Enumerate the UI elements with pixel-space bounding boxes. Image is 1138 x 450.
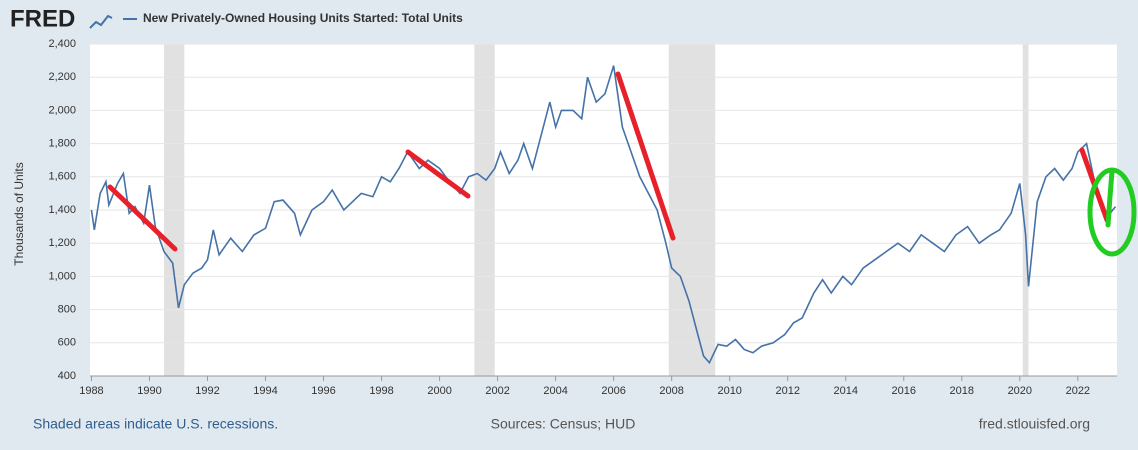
x-tick-label: 2016 xyxy=(892,385,916,397)
y-tick-label: 1,600 xyxy=(48,171,76,183)
x-tick-label: 1988 xyxy=(79,385,103,397)
logo[interactable]: FRED xyxy=(10,5,75,32)
y-tick-label: 1,400 xyxy=(48,204,76,216)
y-tick-label: 1,800 xyxy=(48,138,76,150)
y-tick-label: 1,200 xyxy=(48,237,76,249)
annotation-stroke xyxy=(1105,169,1115,228)
y-tick-label: 2,000 xyxy=(48,104,76,116)
annotations xyxy=(107,71,1137,257)
x-tick-label: 2002 xyxy=(485,385,509,397)
y-tick-label: 800 xyxy=(58,304,76,316)
x-tick-label: 1992 xyxy=(195,385,219,397)
series-line xyxy=(90,65,1117,365)
x-tick-label: 2012 xyxy=(775,385,799,397)
x-tick-label: 2018 xyxy=(950,385,974,397)
x-tick-label: 2010 xyxy=(717,385,741,397)
x-tick-label: 2022 xyxy=(1066,385,1090,397)
legend-label: New Privately-Owned Housing Units Starte… xyxy=(143,11,463,25)
x-tick-label: 2000 xyxy=(427,385,451,397)
x-tick-label: 1996 xyxy=(311,385,335,397)
x-tick-label: 1998 xyxy=(369,385,393,397)
x-tick-label: 2020 xyxy=(1008,385,1032,397)
y-tick-label: 2,200 xyxy=(48,71,76,83)
y-tick-label: 400 xyxy=(58,370,76,382)
source: Sources: Census; HUD xyxy=(491,416,636,432)
annotation-stroke xyxy=(107,184,178,252)
x-tick-label: 2006 xyxy=(601,385,625,397)
annotation-stroke xyxy=(405,149,471,199)
x-tick-label: 1990 xyxy=(137,385,161,397)
x-tick-label: 2004 xyxy=(543,385,567,397)
y-tick-label: 2,400 xyxy=(48,38,76,50)
logo-icon xyxy=(89,14,113,29)
recession-note: Shaded areas indicate U.S. recessions. xyxy=(33,416,278,432)
y-tick-label: 600 xyxy=(58,337,76,349)
x-tick-label: 2014 xyxy=(834,385,858,397)
y-axis-label: Thousands of Units xyxy=(12,162,26,265)
annotation-stroke xyxy=(615,71,676,241)
x-tick-label: 2008 xyxy=(659,385,683,397)
site[interactable]: fred.stlouisfed.org xyxy=(979,416,1090,432)
y-tick-label: 1,000 xyxy=(48,270,76,282)
x-tick-label: 1994 xyxy=(253,385,277,397)
